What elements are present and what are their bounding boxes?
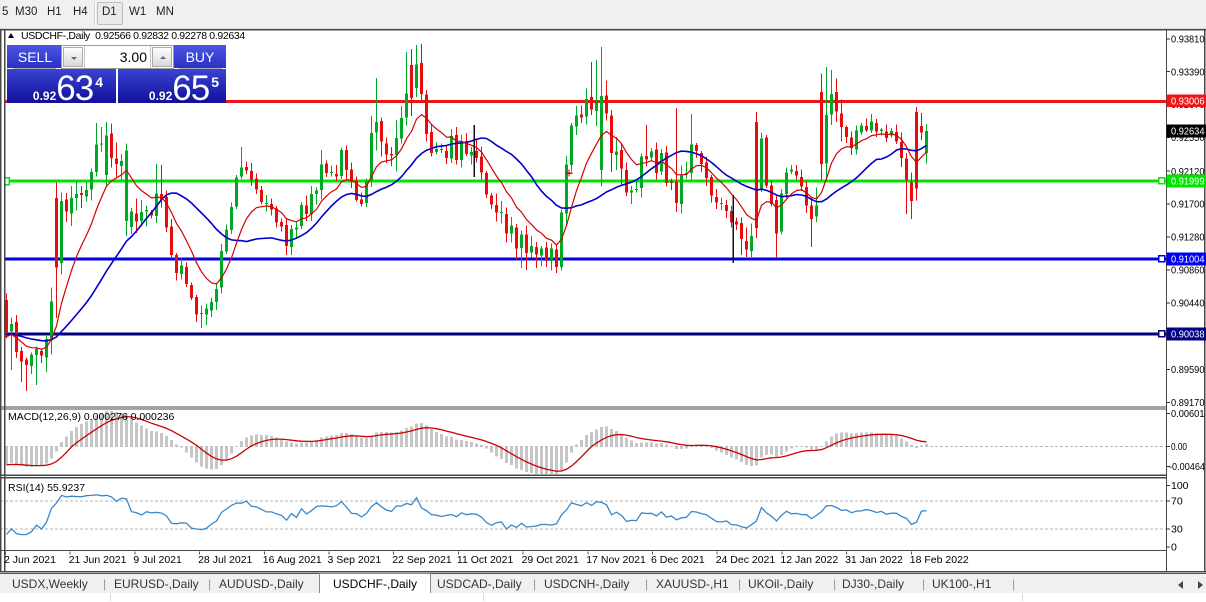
svg-text:0.89590: 0.89590 — [1171, 364, 1205, 376]
svg-text:0.90440: 0.90440 — [1171, 297, 1205, 309]
svg-text:6 Dec 2021: 6 Dec 2021 — [651, 554, 705, 566]
svg-text:12 Jan 2022: 12 Jan 2022 — [780, 554, 838, 566]
svg-text:MACD(12,26,9) 0.000276 0.00023: MACD(12,26,9) 0.000276 0.000236 — [8, 411, 175, 423]
svg-text:22 Sep 2021: 22 Sep 2021 — [392, 554, 452, 566]
svg-text:0: 0 — [1171, 542, 1177, 554]
svg-text:16 Aug 2021: 16 Aug 2021 — [263, 554, 322, 566]
svg-text:0.90038: 0.90038 — [1171, 329, 1205, 341]
svg-text:0.92634: 0.92634 — [1171, 126, 1205, 138]
svg-text:30: 30 — [1171, 524, 1183, 536]
svg-text:21 Jun 2021: 21 Jun 2021 — [69, 554, 127, 566]
svg-text:0.00: 0.00 — [1171, 441, 1187, 453]
svg-text:0.91280: 0.91280 — [1171, 232, 1205, 244]
svg-text:9 Jul 2021: 9 Jul 2021 — [133, 554, 182, 566]
svg-text:0.91999: 0.91999 — [1171, 176, 1205, 188]
svg-text:0.91004: 0.91004 — [1171, 254, 1205, 266]
svg-text:0.90860: 0.90860 — [1171, 265, 1205, 277]
svg-text:3 Sep 2021: 3 Sep 2021 — [328, 554, 382, 566]
svg-text:0.93390: 0.93390 — [1171, 66, 1205, 78]
svg-text:0.93810: 0.93810 — [1171, 33, 1205, 45]
svg-text:70: 70 — [1171, 495, 1183, 507]
svg-text:-0.00464: -0.00464 — [1169, 461, 1205, 473]
svg-text:0.89170: 0.89170 — [1171, 397, 1205, 409]
svg-text:31 Jan 2022: 31 Jan 2022 — [845, 554, 903, 566]
svg-text:29 Oct 2021: 29 Oct 2021 — [522, 554, 579, 566]
svg-text:100: 100 — [1171, 480, 1189, 492]
svg-text:18 Feb 2022: 18 Feb 2022 — [910, 554, 969, 566]
svg-text:28 Jul 2021: 28 Jul 2021 — [198, 554, 252, 566]
svg-text:0.00601: 0.00601 — [1171, 408, 1205, 420]
svg-text:17 Nov 2021: 17 Nov 2021 — [586, 554, 646, 566]
svg-text:0.91700: 0.91700 — [1171, 199, 1205, 211]
svg-text:0.93006: 0.93006 — [1171, 95, 1205, 107]
svg-text:11 Oct 2021: 11 Oct 2021 — [457, 554, 514, 566]
svg-text:RSI(14) 55.9237: RSI(14) 55.9237 — [8, 482, 85, 494]
svg-text:24 Dec 2021: 24 Dec 2021 — [716, 554, 776, 566]
svg-text:2 Jun 2021: 2 Jun 2021 — [4, 554, 56, 566]
